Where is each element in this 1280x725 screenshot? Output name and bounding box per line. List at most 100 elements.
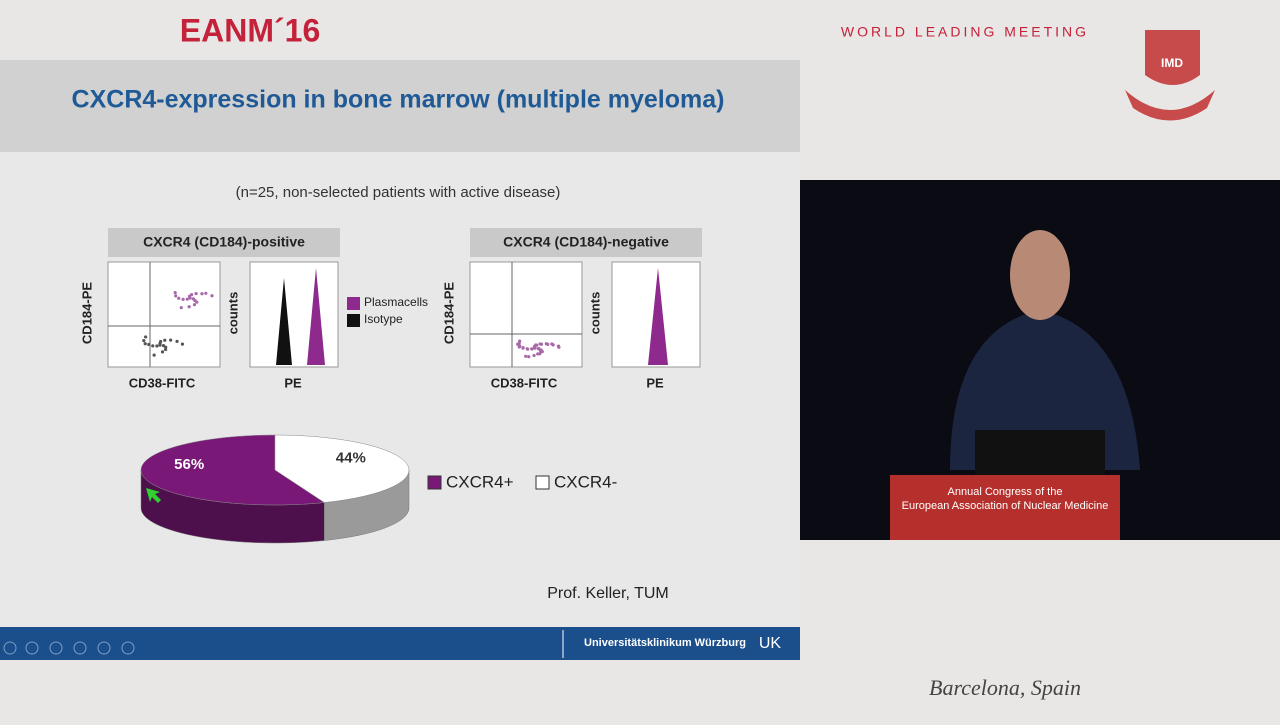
scatter-dot [539, 342, 544, 346]
pie-slice [140, 434, 326, 506]
panel-heading: CXCR4 (CD184)-negative [503, 234, 669, 250]
scatter-dot [210, 294, 214, 298]
scatter-dot [530, 347, 534, 351]
pie-chart: 56% CXCR4+ 44% CXCR4- [140, 434, 617, 544]
scatter-dot [533, 344, 537, 349]
legend-swatch [347, 297, 360, 310]
scatter-dot [546, 342, 550, 346]
panel-heading-bg [108, 228, 340, 257]
scatter-dot [180, 342, 185, 346]
scatter-dot [536, 352, 540, 356]
scatter-dot [155, 344, 159, 348]
pie-legend-swatch [427, 475, 442, 490]
footer-logo: UK [759, 635, 782, 652]
histogram-plasmacells [307, 268, 325, 365]
prev-button[interactable] [3, 641, 17, 655]
scatter-dot [151, 344, 155, 348]
slide-subtitle: (n=25, non-selected patients with active… [236, 184, 561, 201]
scatter-dot [142, 339, 146, 343]
pen-button[interactable] [49, 641, 63, 655]
histogram-x-label: PE [284, 375, 302, 390]
cursor-arrow [146, 488, 161, 503]
scatter-dot [525, 347, 529, 351]
footer-text: Universitätsklinikum Würzburg [584, 637, 746, 649]
scatter-dot [200, 292, 204, 296]
scatter-plot [469, 261, 583, 368]
panel-heading: CXCR4 (CD184)-positive [143, 234, 305, 250]
histogram [249, 261, 339, 368]
legend-swatch [347, 314, 360, 327]
scatter-dot [143, 342, 147, 346]
scatter-dot [147, 342, 151, 347]
slide-footer [0, 627, 800, 660]
pie-label: 44% [336, 450, 366, 467]
badge-ribbon [1125, 90, 1215, 121]
tagline: WORLD LEADING MEETING [841, 24, 1089, 40]
scatter-dot [169, 338, 173, 342]
scatter-dot [521, 345, 525, 350]
scatter-dot [143, 335, 148, 339]
scatter-dot [538, 348, 542, 352]
podium-line1: Annual Congress of the [948, 486, 1063, 498]
scatter-dot [192, 303, 197, 307]
scatter-dot [527, 355, 531, 359]
location: Barcelona, Spain [929, 675, 1081, 700]
credit: Prof. Keller, TUM [547, 585, 669, 602]
scatter-y-label: CD184-PE [79, 282, 94, 344]
slide-controls[interactable] [3, 641, 135, 655]
scatter-dot [174, 294, 178, 298]
scatter-dot [557, 345, 561, 349]
scatter-dot [188, 296, 192, 300]
scatter-x-label: CD38-FITC [491, 375, 558, 390]
histogram-isotype [276, 278, 292, 365]
scatter-x-label: CD38-FITC [129, 375, 196, 390]
histogram-x-label: PE [646, 375, 664, 390]
podium-line2: European Association of Nuclear Medicine [902, 500, 1109, 512]
scatter-dot [204, 291, 208, 295]
legend-label: Plasmacells [364, 295, 428, 309]
scatter-dot [532, 353, 536, 358]
slides-button[interactable] [73, 641, 87, 655]
scatter-dot [517, 341, 521, 346]
scatter-dot [181, 297, 185, 301]
scatter-dot [161, 344, 166, 348]
scatter-dot [185, 297, 189, 301]
scatter-dot [518, 344, 522, 348]
scatter-dot [158, 341, 162, 345]
histogram-y-label: counts [225, 292, 240, 335]
pie-slice [274, 434, 410, 503]
scatter-dot [193, 298, 197, 303]
zoom-button[interactable] [97, 641, 111, 655]
scatter-plot [107, 261, 221, 368]
more-button[interactable] [121, 641, 135, 655]
scatter-dot [163, 338, 167, 342]
panels: CXCR4 (CD184)-positive CD184-PE CD38-FITC c… [79, 228, 702, 390]
podium [890, 475, 1120, 540]
scatter-dot [187, 305, 191, 309]
histogram-plasmacells [648, 268, 668, 365]
scatter-dot [152, 353, 156, 357]
panel-heading-bg [470, 228, 702, 257]
pie-legend-label: CXCR4- [554, 472, 617, 491]
logo: EANM´16 [180, 12, 320, 48]
badge-text: IMD [1161, 56, 1183, 70]
next-button[interactable] [25, 641, 39, 655]
pie-legend-swatch [535, 475, 550, 490]
scatter-dot [163, 347, 168, 352]
scatter-dot [179, 306, 183, 310]
scatter-dot [164, 345, 168, 349]
scatter-dot [524, 354, 528, 358]
legend-label: Isotype [364, 312, 403, 326]
slide-title: CXCR4-expression in bone marrow (multipl… [72, 86, 725, 114]
slide-title-bar [0, 60, 800, 152]
scatter-dot [160, 350, 165, 354]
histogram-y-label: counts [587, 292, 602, 335]
scatter-dot [190, 292, 194, 297]
speaker-head [1010, 230, 1070, 320]
pie-label: 56% [174, 456, 204, 473]
scatter-dot [551, 343, 555, 347]
badge-shield [1145, 30, 1200, 85]
laptop [975, 430, 1105, 475]
scatter-dot [175, 339, 179, 343]
